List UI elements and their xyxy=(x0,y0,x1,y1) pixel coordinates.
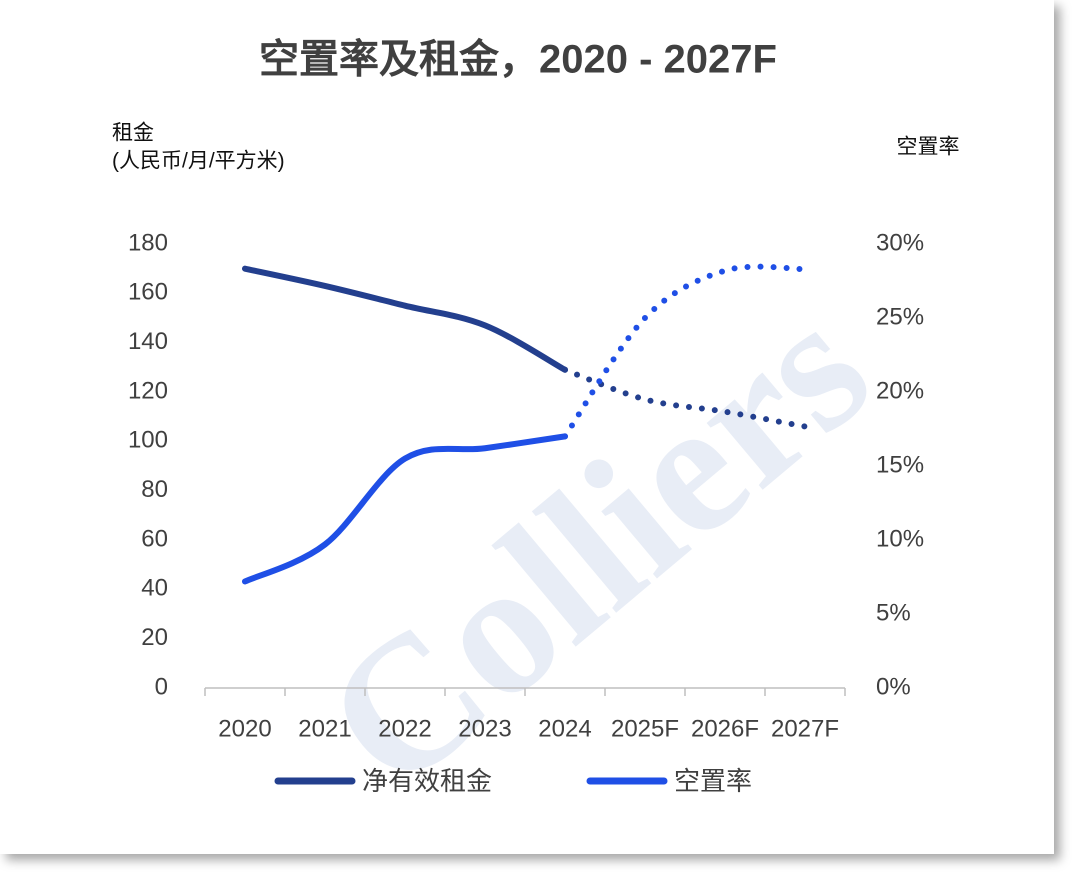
y2-tick-label: 5% xyxy=(876,599,911,626)
y2-axis-title: 空置率 xyxy=(897,136,960,159)
y-tick-label: 20 xyxy=(141,624,168,651)
y-tick-label: 80 xyxy=(141,476,168,503)
series-line xyxy=(242,265,568,373)
y-tick-label: 120 xyxy=(128,377,168,404)
x-tick-label: 2020 xyxy=(218,715,271,742)
series-line xyxy=(242,433,568,585)
y2-tick-label: 0% xyxy=(876,673,911,700)
x-tick-label: 2026F xyxy=(691,715,759,742)
x-tick-label: 2023 xyxy=(458,715,511,742)
forecast-line xyxy=(562,263,808,440)
x-tick-label: 2021 xyxy=(298,715,351,742)
y-tick-label: 0 xyxy=(155,673,168,700)
y-tick-label: 180 xyxy=(128,229,168,256)
legend-label: 净有效租金 xyxy=(362,766,492,796)
x-tick-label: 2027F xyxy=(771,715,839,742)
chart-card xyxy=(0,0,1054,854)
y-tick-label: 160 xyxy=(128,279,168,306)
x-tick-label: 2025F xyxy=(611,715,679,742)
y2-tick-label: 20% xyxy=(876,377,924,404)
chart-title: 空置率及租金，2020 - 2027F xyxy=(259,37,777,82)
y-tick-label: 140 xyxy=(128,328,168,355)
x-tick-label: 2024 xyxy=(538,715,591,742)
y2-tick-label: 10% xyxy=(876,525,924,552)
y-axis-title: (人民币/月/平方米) xyxy=(112,150,285,173)
legend-label: 空置率 xyxy=(674,766,752,796)
y-tick-label: 40 xyxy=(141,575,168,602)
y-tick-label: 60 xyxy=(141,525,168,552)
x-tick-label: 2022 xyxy=(378,715,431,742)
watermark: Colliers xyxy=(287,263,907,831)
y-axis-title: 租金 xyxy=(112,122,154,145)
y2-tick-label: 30% xyxy=(876,229,924,256)
y-tick-label: 100 xyxy=(128,427,168,454)
y2-tick-label: 25% xyxy=(876,303,924,330)
y2-tick-label: 15% xyxy=(876,451,924,478)
